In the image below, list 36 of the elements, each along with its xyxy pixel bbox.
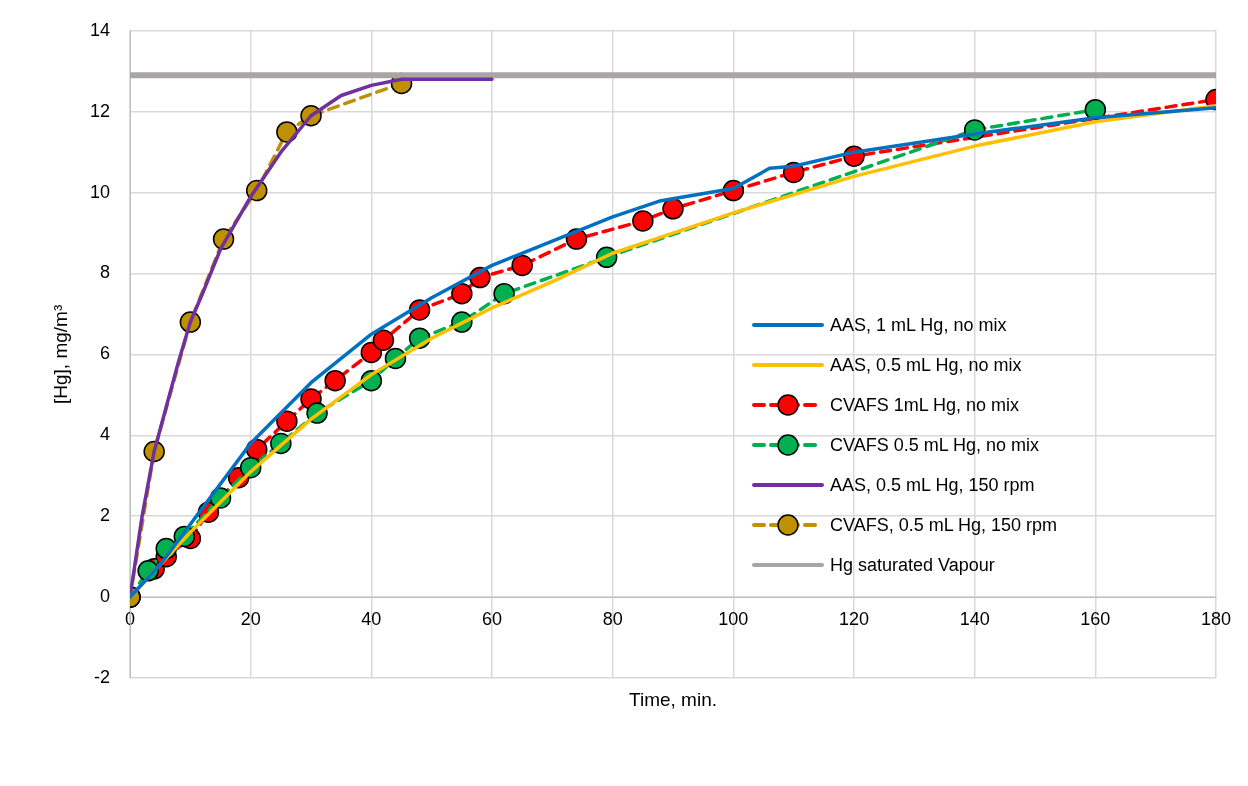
point [276,410,298,432]
y-tick-label: 0 [100,586,111,607]
x-axis-title: Time, min. [629,689,717,711]
x-tick-label: 100 [718,608,749,629]
point [372,329,395,351]
y-tick-label: 12 [89,100,111,121]
y-tick-label: 10 [89,181,111,202]
x-tick-label: 180 [1200,608,1232,629]
y-tick-label: 14 [89,19,111,40]
point [360,341,383,364]
legend-label: CVAFS 0.5 mL Hg, no mix [830,434,1040,456]
x-tick-label: 140 [959,608,990,629]
point [662,198,684,220]
point [511,254,533,277]
y-tick-label: 4 [100,424,111,445]
y-tick-label: 6 [100,343,111,364]
y-axis-title: [Hg], mg/m³ [50,304,72,405]
legend-label: AAS, 1 mL Hg, no mix [830,314,1007,336]
legend-label: CVAFS, 0.5 mL Hg, 150 rpm [830,514,1058,536]
legend-label: CVAFS 1mL Hg, no mix [830,394,1020,416]
legend-label: Hg saturated Vapour [830,554,995,576]
x-tick-label: 20 [240,608,261,629]
point [451,282,473,305]
x-tick-label: 60 [482,608,503,629]
point [632,210,654,232]
legend-label: AAS, 0.5 mL Hg, 150 rpm [830,474,1035,496]
x-tick-label: 160 [1080,608,1111,629]
y-tick-label: -2 [94,666,111,687]
legend-label: AAS, 0.5 mL Hg, no mix [830,354,1022,376]
x-tick-label: 0 [125,608,136,629]
y-tick-label: 8 [100,262,111,283]
x-tick-label: 80 [602,608,623,629]
y-tick-label: 2 [100,505,111,526]
x-tick-label: 40 [361,608,382,629]
x-tick-label: 120 [838,608,870,629]
point [324,369,346,392]
